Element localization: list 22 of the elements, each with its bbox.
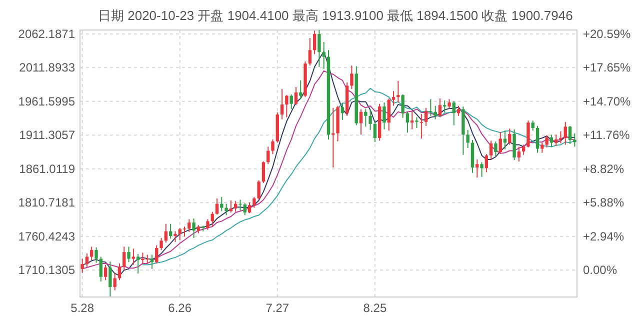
y-tick-label: 1810.7181	[18, 196, 76, 210]
x-tick-label: 5.28	[70, 301, 94, 315]
y-tick-label: 2011.8933	[19, 60, 76, 75]
y2-tick-label: +11.76%	[583, 128, 630, 142]
y2-tick-label: +20.59%	[583, 26, 632, 41]
y-tick-label: 1760.4243	[18, 229, 76, 244]
y2-tick-label: +5.88%	[583, 196, 624, 210]
y2-tick-label: +17.65%	[583, 60, 632, 75]
y2-tick-label: +14.70%	[583, 94, 632, 108]
line-series	[142, 88, 576, 266]
y-tick-label: 2062.1871	[18, 26, 76, 41]
y-tick-label: 1710.1305	[18, 263, 76, 278]
y2-tick-label: +8.82%	[583, 162, 624, 176]
y-tick-label: 1961.5995	[18, 94, 76, 108]
y-tick-label: 1861.0119	[19, 162, 76, 176]
x-tick-label: 6.26	[168, 301, 192, 315]
y-tick-label: 1911.3057	[19, 128, 76, 142]
y2-tick-label: +2.94%	[583, 229, 624, 244]
x-tick-label: 8.25	[363, 301, 387, 315]
y2-tick-label: 0.00%	[583, 263, 618, 278]
x-tick-label: 7.27	[266, 301, 290, 315]
chart-title: 日期 2020-10-23 开盘 1904.4100 最高 1913.9100 最低 1894.1500 收盘 1900.7946	[98, 8, 573, 23]
